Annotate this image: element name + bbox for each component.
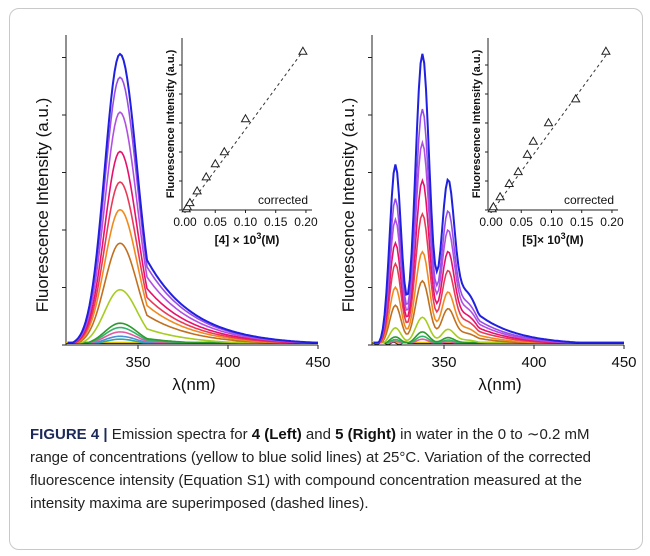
x-tick-label: 400 xyxy=(215,354,240,371)
inset-data-point xyxy=(240,113,251,123)
inset-data-point xyxy=(504,178,515,187)
inset-x-label-unit: (M) xyxy=(566,233,584,247)
inset-data-point xyxy=(488,201,499,211)
inset-scatter-plot: 0.00 0.05 0.10 0.15 0.20 Fluorescence Intensi… xyxy=(471,38,624,247)
inset-data-point xyxy=(601,46,611,55)
inset-data-point xyxy=(298,46,308,55)
inset-data-point xyxy=(528,136,539,145)
inset-x-tick-label: 0.15 xyxy=(570,215,594,229)
spectrum-line xyxy=(67,208,318,344)
inset-x-tick-label: 0.05 xyxy=(204,215,228,229)
inset-x-tick-label: 0.10 xyxy=(234,215,258,229)
inset-x-label-exponent: 3 xyxy=(256,231,261,241)
x-tick-label: 350 xyxy=(125,354,150,371)
inset-background xyxy=(182,38,312,210)
inset-x-tick-label: 0.00 xyxy=(479,215,503,229)
inset-data-point xyxy=(192,185,202,195)
inset-scatter-plot: 0.00 0.05 0.10 0.15 0.20 Fluorescence Intensi… xyxy=(165,38,318,247)
caption-text-2: and xyxy=(301,426,336,443)
inset-y-axis-label: Fluorescence Intensity (a.u.) xyxy=(165,49,177,198)
x-tick-label: 350 xyxy=(431,354,456,371)
inset-x-tick-label: 0.05 xyxy=(510,215,534,229)
inset-data-point xyxy=(522,149,533,158)
inset-x-label-factor: × 10 xyxy=(229,233,256,247)
inset-data-point xyxy=(543,117,554,127)
inset-x-label-exponent: 3 xyxy=(561,231,566,241)
inset-x-tick-label: 0.20 xyxy=(294,215,318,229)
inset-x-label-factor: × 10 xyxy=(537,233,561,247)
inset-x-label-compound: [5] xyxy=(522,233,537,247)
inset-y-axis-label: Fluorescence Intensity (a.u.) xyxy=(471,49,483,198)
spectrum-line xyxy=(67,52,318,344)
figure-caption: FIGURE 4 | Emission spectra for 4 (Left)… xyxy=(30,423,615,515)
inset-data-point xyxy=(219,146,230,156)
inset-data-point xyxy=(513,166,524,176)
y-axis-label: Fluorescence Intensity (a.u.) xyxy=(339,98,358,312)
inset-x-tick-label: 0.15 xyxy=(264,215,288,229)
inset-data-point xyxy=(570,93,581,103)
inset-x-axis-label: [5]× 103(M) xyxy=(522,231,583,247)
figure-charts: 350 400 450 λ(nm) Fluorescence Intensity (a.… xyxy=(33,35,637,394)
spectrum-line xyxy=(373,53,624,344)
caption-bold-right: 5 (Right) xyxy=(335,426,396,443)
right-spectra-panel: 350 400 450 λ(nm) Fluorescence Intensity (a.… xyxy=(339,35,637,394)
inset-x-axis-label: [4] × 103(M) xyxy=(215,231,280,247)
x-tick-label: 450 xyxy=(611,354,636,371)
inset-data-point xyxy=(210,158,221,168)
caption-text-3: in water in the 0 to ∼0.2 mM range of co… xyxy=(30,426,592,512)
inset-x-tick-label: 0.20 xyxy=(600,215,624,229)
inset-data-point xyxy=(495,191,505,201)
inset-x-tick-label: 0.10 xyxy=(540,215,564,229)
inset-data-point xyxy=(182,201,193,211)
x-axis-label: λ(nm) xyxy=(172,375,215,394)
caption-label: FIGURE 4 | xyxy=(30,426,108,443)
inset-corrected-note: corrected xyxy=(564,193,614,207)
inset-data-point xyxy=(185,197,195,207)
inset-x-label-unit: (M) xyxy=(261,233,279,247)
inset-x-label-compound: [4] xyxy=(215,233,230,247)
caption-text-1: Emission spectra for xyxy=(107,426,252,443)
x-tick-label: 450 xyxy=(305,354,330,371)
x-tick-label: 400 xyxy=(521,354,546,371)
inset-corrected-note: corrected xyxy=(258,193,308,207)
left-spectra-panel: 350 400 450 λ(nm) Fluorescence Intensity (a.… xyxy=(33,35,331,394)
caption-bold-left: 4 (Left) xyxy=(251,426,302,443)
x-axis-label: λ(nm) xyxy=(478,375,521,394)
y-axis-label: Fluorescence Intensity (a.u.) xyxy=(33,98,52,312)
inset-x-tick-label: 0.00 xyxy=(173,215,197,229)
inset-data-point xyxy=(201,171,212,181)
